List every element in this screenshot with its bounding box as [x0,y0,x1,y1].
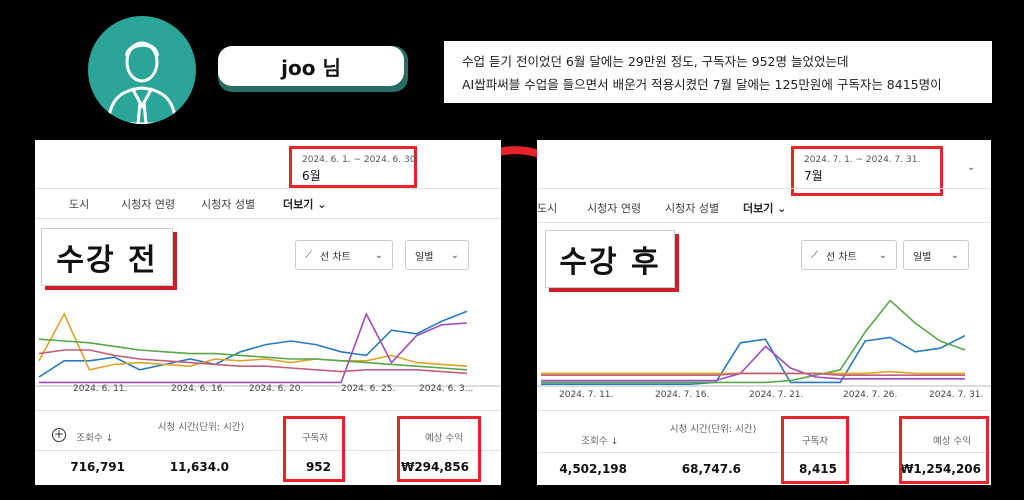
chevron-down-icon[interactable]: ⌄ [967,162,976,173]
after-analytics-panel: 2024. 7. 1. ~ 2024. 7. 31. 7월 ⌄ 도시 시청자 연… [537,140,991,485]
sort-arrow-icon: ↓ [610,436,619,447]
divider [537,222,991,223]
chevron-down-icon: ⌄ [777,202,787,215]
views-value: 716,791 [70,460,125,474]
period-select[interactable]: 일별 ⌄ [903,240,969,270]
views-label-text: 조회수 [76,433,103,444]
after-line-chart [537,299,991,387]
watch-time-value: 11,634.0 [169,460,229,474]
revenue-highlight [397,416,481,482]
chart-type-select[interactable]: ⟋ 선 차트 ⌄ [801,240,897,270]
x-tick: 2024. 7. 26. [843,390,898,400]
sort-arrow-icon: ↓ [105,433,114,444]
after-badge: 수강 후 [545,230,675,288]
before-badge: 수강 전 [41,228,173,286]
quote-line-1: 수업 듣기 전이었던 6월 달에는 29만원 정도, 구독자는 952명 늘었었… [462,54,849,69]
period-label: 일별 [913,251,932,263]
watch-time-label: 시청 시간(단위: 시간) [157,422,245,433]
date-range: 2024. 7. 1. ~ 2024. 7. 31. [804,155,921,165]
tab-city[interactable]: 도시 [69,198,90,211]
testimonial-quote: 수업 듣기 전이었던 6월 달에는 29만원 정도, 구독자는 952명 늘었었… [444,41,992,103]
x-tick: 2024. 7. 31. [929,390,984,400]
series-line-3 [541,345,965,382]
revenue-label: 예상 수익 [425,433,463,444]
add-metric-icon[interactable]: + [52,427,66,442]
subscribers-label: 구독자 [801,436,829,447]
date-range-selector[interactable]: 2024. 6. 1. ~ 2024. 6. 30. 6월 [289,146,419,188]
x-tick: 2024. 6. 11. [73,384,128,394]
x-tick: 2024. 6. 20. [249,384,304,394]
tab-viewer-gender[interactable]: 시청자 성별 [201,198,256,211]
views-label[interactable]: 조회수 ↓ [65,433,125,445]
views-label-text: 조회수 [581,436,608,447]
line-chart-icon: ⟋ [305,249,312,261]
tab-more[interactable]: 더보기 ⌄ [743,200,786,216]
period-select[interactable]: 일별 ⌄ [405,240,469,270]
tab-viewer-age[interactable]: 시청자 연령 [587,202,642,215]
user-name: joo 님 [218,46,404,86]
before-analytics-panel: 2024. 6. 1. ~ 2024. 6. 30. 6월 도시 시청자 연령 … [35,140,501,485]
series-line-5 [38,349,468,375]
chevron-down-icon: ⌄ [374,249,383,261]
chart-type-label: 선 차트 [826,251,857,263]
subscribers-highlight [283,416,345,482]
x-tick: 2024. 7. 16. [655,390,710,400]
line-chart-icon: ⟋ [811,249,818,261]
divider [35,450,501,451]
revenue-label: 예상 수익 [933,436,971,447]
subscribers-value: 952 [305,460,331,474]
divider [35,188,501,189]
x-tick: 2024. 6. 3... [419,384,474,394]
revenue-value: ₩294,856 [401,460,469,474]
chart-type-select[interactable]: ⟋ 선 차트 ⌄ [295,240,393,270]
x-tick: 2024. 6. 16. [171,384,226,394]
x-tick: 2024. 6. 25. [341,384,396,394]
divider [537,188,991,189]
x-tick: 2024. 7. 21. [749,390,804,400]
series-line-1 [541,334,966,385]
date-month: 6월 [302,169,321,183]
chart-type-label: 선 차트 [320,251,351,263]
chevron-down-icon: ⌄ [317,198,327,211]
tab-city[interactable]: 도시 [537,202,558,215]
series-line-2 [38,312,468,371]
subscribers-label: 구독자 [301,433,329,444]
watch-time-label: 시청 시간(단위: 시간) [669,424,757,435]
subscribers-value: 8,415 [799,462,837,476]
chevron-down-icon: ⌄ [950,249,959,261]
tab-viewer-gender[interactable]: 시청자 성별 [665,202,720,215]
views-value: 4,502,198 [559,462,627,476]
date-range: 2024. 6. 1. ~ 2024. 6. 30. [302,155,419,165]
chevron-down-icon: ⌄ [878,249,887,261]
quote-line-2: AI쌉파써블 수업을 들으면서 배운거 적용시켰던 7월 달에는 125만원에 … [462,77,942,92]
date-range-selector[interactable]: 2024. 7. 1. ~ 2024. 7. 31. 7월 [791,146,943,196]
tab-more[interactable]: 더보기 ⌄ [283,196,326,212]
divider [35,410,501,411]
divider [537,452,991,453]
subscribers-highlight [781,416,849,484]
series-line-3 [38,338,468,371]
tab-viewer-age[interactable]: 시청자 연령 [121,198,176,211]
chevron-down-icon: ⌄ [450,249,459,261]
divider [537,410,991,411]
name-tag: joo 님 [218,46,408,92]
tab-more-label: 더보기 [743,202,774,215]
tab-more-label: 더보기 [283,198,314,211]
series-line-4 [39,312,468,384]
revenue-value: ₩1,254,206 [900,462,981,476]
series-line-5 [541,372,965,376]
divider [35,218,501,219]
series-line-2 [541,299,966,384]
views-label[interactable]: 조회수 ↓ [567,436,633,448]
period-label: 일별 [415,251,434,263]
before-line-chart [35,310,501,387]
x-tick: 2024. 7. 11. [559,390,614,400]
revenue-highlight [899,416,989,484]
date-month: 7월 [804,169,823,183]
user-avatar-icon [88,16,196,124]
series-line-1 [38,310,468,378]
watch-time-value: 68,747.6 [681,462,741,476]
